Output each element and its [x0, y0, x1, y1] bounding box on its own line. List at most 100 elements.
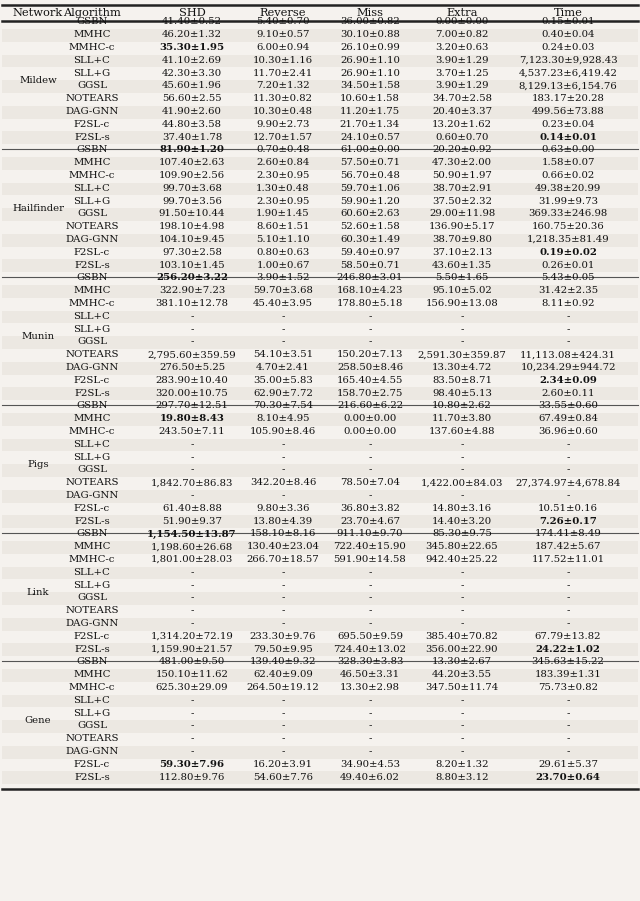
Text: 67.49±0.84: 67.49±0.84	[538, 414, 598, 423]
Text: 59.40±0.97: 59.40±0.97	[340, 248, 400, 257]
Text: -: -	[566, 709, 570, 718]
Text: Algorithm: Algorithm	[63, 8, 121, 18]
Text: GSBN: GSBN	[76, 17, 108, 26]
Bar	[2, 119, 638, 132]
Text: F2SL-s: F2SL-s	[74, 388, 110, 397]
Text: Network: Network	[13, 8, 63, 18]
Text: 1.58±0.07: 1.58±0.07	[541, 159, 595, 168]
Text: 60.60±2.63: 60.60±2.63	[340, 210, 400, 219]
Text: -: -	[566, 696, 570, 705]
Bar	[2, 157, 638, 170]
Text: 0.70±0.48: 0.70±0.48	[256, 145, 310, 154]
Bar	[2, 375, 638, 387]
Text: 9.90±2.73: 9.90±2.73	[256, 120, 310, 129]
Text: -: -	[566, 312, 570, 321]
Text: 95.10±5.02: 95.10±5.02	[432, 287, 492, 296]
Text: 0.26±0.01: 0.26±0.01	[541, 260, 595, 269]
Text: 10.51±0.16: 10.51±0.16	[538, 504, 598, 513]
Text: -: -	[368, 491, 372, 500]
Text: 0.00±0.00: 0.00±0.00	[344, 414, 397, 423]
Text: 722.40±15.90: 722.40±15.90	[333, 542, 406, 551]
Text: 37.10±2.13: 37.10±2.13	[432, 248, 492, 257]
Text: 243.50±7.11: 243.50±7.11	[159, 427, 225, 436]
Bar	[2, 656, 638, 669]
Text: 258.50±8.46: 258.50±8.46	[337, 363, 403, 372]
Text: GGSL: GGSL	[77, 722, 107, 731]
Bar	[2, 41, 638, 55]
Text: 256.20±3.22: 256.20±3.22	[156, 274, 228, 283]
Text: 13.30±4.72: 13.30±4.72	[432, 363, 492, 372]
Text: 16.20±3.91: 16.20±3.91	[253, 760, 313, 769]
Bar	[2, 80, 638, 93]
Text: 369.33±246.98: 369.33±246.98	[529, 210, 607, 219]
Text: 1,198.60±26.68: 1,198.60±26.68	[151, 542, 233, 551]
Text: 0.23±0.04: 0.23±0.04	[541, 120, 595, 129]
Text: 911.10±9.70: 911.10±9.70	[337, 530, 403, 539]
Text: -: -	[460, 709, 464, 718]
Text: SLL+C: SLL+C	[74, 440, 110, 449]
Text: 37.50±2.32: 37.50±2.32	[432, 196, 492, 205]
Text: DAG-GNN: DAG-GNN	[65, 235, 118, 244]
Bar	[2, 605, 638, 618]
Bar	[2, 387, 638, 400]
Text: 1.00±0.67: 1.00±0.67	[256, 260, 310, 269]
Text: 10.80±2.62: 10.80±2.62	[432, 402, 492, 411]
Text: 8,129.13±6,154.76: 8,129.13±6,154.76	[518, 81, 618, 90]
Text: MMHC-c: MMHC-c	[69, 171, 115, 180]
Bar	[2, 720, 638, 733]
Text: 59.70±1.06: 59.70±1.06	[340, 184, 400, 193]
Text: 36.80±3.82: 36.80±3.82	[340, 504, 400, 513]
Text: -: -	[566, 619, 570, 628]
Bar	[2, 196, 638, 208]
Text: 183.39±1.31: 183.39±1.31	[534, 670, 602, 679]
Text: 8.80±3.12: 8.80±3.12	[435, 773, 489, 782]
Text: F2SL-s: F2SL-s	[74, 645, 110, 654]
Bar	[2, 132, 638, 144]
Text: 385.40±70.82: 385.40±70.82	[426, 632, 499, 641]
Text: 27,374.97±4,678.84: 27,374.97±4,678.84	[515, 478, 621, 487]
Text: SLL+G: SLL+G	[74, 709, 111, 718]
Text: 2,591.30±359.87: 2,591.30±359.87	[417, 350, 506, 359]
Bar	[2, 413, 638, 426]
Text: -: -	[368, 568, 372, 577]
Text: 1,154.50±13.87: 1,154.50±13.87	[147, 530, 237, 539]
Text: -: -	[460, 491, 464, 500]
Text: -: -	[282, 466, 285, 475]
Text: -: -	[460, 594, 464, 603]
Text: 60.30±1.49: 60.30±1.49	[340, 235, 400, 244]
Bar	[2, 183, 638, 196]
Text: -: -	[282, 722, 285, 731]
Text: SLL+C: SLL+C	[74, 184, 110, 193]
Text: F2SL-s: F2SL-s	[74, 260, 110, 269]
Bar	[2, 503, 638, 515]
Text: -: -	[282, 338, 285, 347]
Text: -: -	[190, 568, 194, 577]
Text: 23.70±0.64: 23.70±0.64	[536, 773, 600, 782]
Text: 8.11±0.92: 8.11±0.92	[541, 299, 595, 308]
Text: 59.30±7.96: 59.30±7.96	[159, 760, 225, 769]
Text: MMHC: MMHC	[74, 31, 111, 40]
Text: 7.26±0.17: 7.26±0.17	[539, 516, 597, 525]
Text: 104.10±9.45: 104.10±9.45	[159, 235, 225, 244]
Text: -: -	[460, 606, 464, 615]
Text: -: -	[282, 568, 285, 577]
Text: 2.34±0.09: 2.34±0.09	[539, 376, 597, 385]
Bar	[2, 579, 638, 592]
Text: -: -	[190, 606, 194, 615]
Text: 178.80±5.18: 178.80±5.18	[337, 299, 403, 308]
Text: Link: Link	[27, 588, 49, 597]
Text: 13.20±1.62: 13.20±1.62	[432, 120, 492, 129]
Text: -: -	[460, 568, 464, 577]
Text: 58.50±0.71: 58.50±0.71	[340, 260, 400, 269]
Text: F2SL-c: F2SL-c	[74, 248, 110, 257]
Text: 62.40±9.09: 62.40±9.09	[253, 670, 313, 679]
Text: 78.50±7.04: 78.50±7.04	[340, 478, 400, 487]
Text: 59.70±3.68: 59.70±3.68	[253, 287, 313, 296]
Text: 61.00±0.00: 61.00±0.00	[340, 145, 400, 154]
Text: DAG-GNN: DAG-GNN	[65, 363, 118, 372]
Text: 56.70±0.48: 56.70±0.48	[340, 171, 400, 180]
Text: 109.90±2.56: 109.90±2.56	[159, 171, 225, 180]
Bar	[2, 144, 638, 157]
Text: 724.40±13.02: 724.40±13.02	[333, 645, 406, 654]
Text: Mildew: Mildew	[19, 76, 57, 85]
